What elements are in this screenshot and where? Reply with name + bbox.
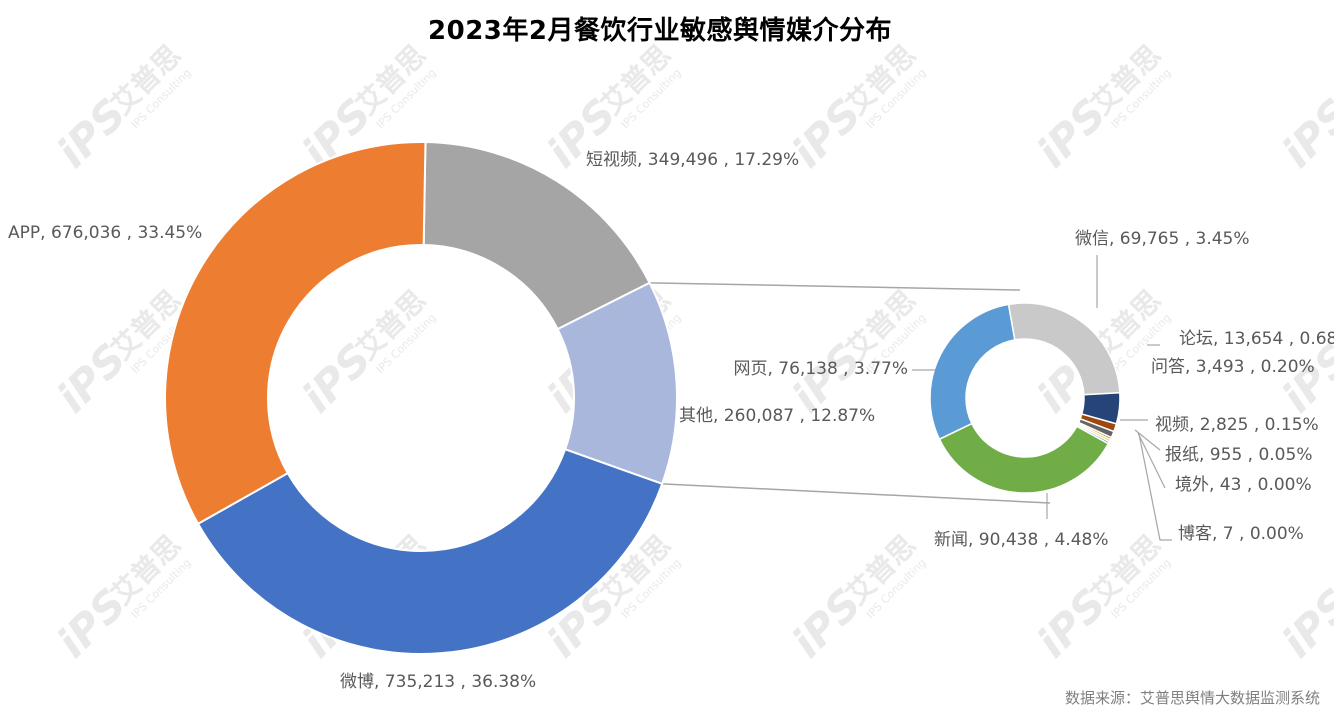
slice-e696b0e997bb <box>938 422 1110 494</box>
data-label: 问答, 3,493 , 0.20% <box>1151 357 1315 377</box>
slice-e5beaee58d9a <box>196 448 664 655</box>
data-label: 网页, 76,138 , 3.77% <box>733 359 908 379</box>
connector-lines <box>649 282 1051 504</box>
sub-donut <box>929 302 1121 494</box>
data-label: 其他, 260,087 , 12.87% <box>679 406 875 426</box>
data-label: 微信, 69,765 , 3.45% <box>1075 229 1250 249</box>
data-label: APP, 676,036 , 33.45% <box>8 223 202 243</box>
data-label: 新闻, 90,438 , 4.48% <box>934 530 1109 550</box>
connector-line-bottom <box>662 483 1051 504</box>
data-label: 论坛, 13,654 , 0.68% <box>1179 329 1334 349</box>
data-label: 短视频, 349,496 , 17.29% <box>586 150 799 170</box>
data-label: 微博, 735,213 , 36.38% <box>340 672 536 692</box>
data-label: 视频, 2,825 , 0.15% <box>1155 415 1319 435</box>
leader-line <box>1137 432 1166 489</box>
main-donut <box>164 141 678 655</box>
data-labels: 短视频, 349,496 , 17.29% 其他, 260,087 , 12.87… <box>8 150 1334 692</box>
leader-line <box>1134 429 1161 451</box>
source-note: 数据来源：艾普思舆情大数据监测系统 <box>1064 689 1320 707</box>
data-label: 报纸, 955 , 0.05% <box>1165 445 1312 465</box>
watermark-logo: iPS <box>1272 89 1334 177</box>
slice-app <box>164 141 427 526</box>
data-label: 博客, 7 , 0.00% <box>1178 524 1304 544</box>
watermark-logo: iPS <box>1272 579 1334 667</box>
data-label: 境外, 43 , 0.00% <box>1175 475 1312 495</box>
connector-line-top <box>649 282 1021 291</box>
chart-title: 2023年2月餐饮行业敏感舆情媒介分布 <box>428 16 892 46</box>
leader-line <box>1138 433 1172 541</box>
slice-e7bd91e9a1b5 <box>929 303 1016 441</box>
